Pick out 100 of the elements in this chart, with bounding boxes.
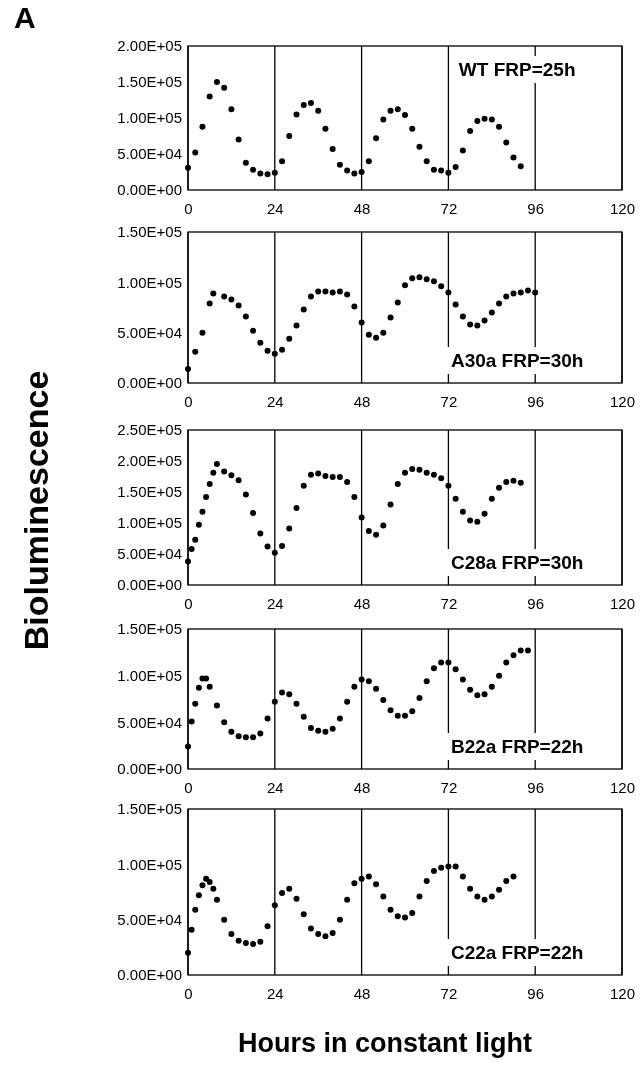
point: [488, 116, 495, 123]
point: [445, 659, 452, 666]
point: [365, 331, 372, 338]
x-tick-label: 0: [184, 594, 193, 612]
point: [394, 480, 401, 487]
point: [307, 471, 314, 478]
point: [430, 665, 437, 672]
point: [185, 743, 191, 750]
point: [213, 79, 220, 85]
point: [423, 158, 430, 165]
point: [315, 727, 322, 734]
y-tick-label: 0.00E+00: [117, 374, 182, 392]
point: [496, 672, 503, 679]
point: [210, 469, 217, 476]
x-tick-label: 120: [609, 392, 636, 410]
point: [279, 542, 286, 549]
point: [264, 171, 271, 178]
y-tick-label: 1.00E+05: [117, 855, 182, 873]
point: [351, 170, 358, 177]
point: [365, 528, 372, 535]
point: [344, 291, 351, 298]
point: [503, 877, 510, 884]
x-tick-label: 72: [440, 594, 458, 612]
point: [496, 123, 503, 130]
x-tick-label: 0: [184, 199, 193, 217]
point: [351, 880, 358, 887]
y-tick-label: 5.00E+04: [117, 545, 182, 563]
point: [380, 329, 387, 336]
x-tick-label: 48: [353, 984, 371, 1002]
y-tick-label: 0.00E+00: [117, 760, 182, 778]
point: [423, 877, 430, 884]
point: [467, 686, 474, 693]
point: [380, 522, 387, 529]
point: [438, 659, 445, 666]
point: [503, 659, 510, 666]
x-tick-label: 120: [609, 984, 636, 1002]
point: [488, 683, 495, 690]
point: [344, 167, 351, 174]
point: [250, 327, 257, 334]
point: [409, 910, 416, 917]
point: [394, 299, 401, 306]
point: [365, 873, 372, 880]
point: [228, 931, 235, 938]
x-tick-label: 72: [440, 199, 458, 217]
point: [185, 558, 191, 565]
point: [416, 143, 423, 150]
point: [242, 159, 249, 166]
annotation: C22a FRP=22h: [450, 942, 584, 963]
point: [365, 158, 372, 165]
point: [481, 317, 488, 324]
point: [192, 348, 199, 355]
y-tick-label: 0.00E+00: [117, 966, 182, 984]
point: [510, 154, 517, 161]
point: [517, 479, 524, 486]
point: [250, 510, 257, 517]
point: [264, 923, 271, 930]
point: [459, 313, 466, 320]
y-tick-label: 1.00E+05: [117, 514, 182, 532]
point: [488, 893, 495, 900]
point: [203, 493, 210, 500]
point: [279, 689, 286, 696]
point: [503, 293, 510, 300]
point: [409, 708, 416, 715]
x-tick-label: 120: [609, 199, 636, 217]
point: [213, 702, 220, 709]
point: [510, 652, 517, 659]
point: [315, 931, 322, 938]
point: [293, 505, 300, 512]
y-tick-label: 1.50E+05: [117, 223, 182, 241]
point: [510, 477, 517, 484]
y-tick-label: 1.50E+05: [117, 620, 182, 638]
point: [409, 125, 416, 132]
point: [474, 518, 481, 525]
point: [192, 149, 199, 156]
x-tick-label: 0: [184, 984, 193, 1002]
point: [195, 892, 202, 899]
x-tick-label: 120: [609, 778, 636, 796]
point: [210, 290, 217, 297]
x-tick-label: 48: [353, 594, 371, 612]
point: [286, 885, 293, 892]
y-tick-label: 2.00E+05: [117, 452, 182, 470]
point: [329, 474, 336, 481]
point: [307, 724, 314, 731]
point: [235, 937, 242, 944]
y-tick-label: 1.50E+05: [117, 73, 182, 91]
point: [264, 347, 271, 354]
point: [351, 683, 358, 690]
point: [517, 163, 524, 170]
point: [358, 169, 365, 175]
point: [438, 283, 445, 290]
point: [445, 863, 452, 870]
y-tick-label: 2.50E+05: [117, 421, 182, 439]
point: [199, 508, 206, 515]
point: [279, 158, 286, 165]
point: [481, 691, 488, 698]
point: [394, 106, 401, 113]
point: [380, 116, 387, 123]
point: [235, 477, 242, 484]
point: [271, 698, 278, 705]
point: [242, 313, 249, 320]
